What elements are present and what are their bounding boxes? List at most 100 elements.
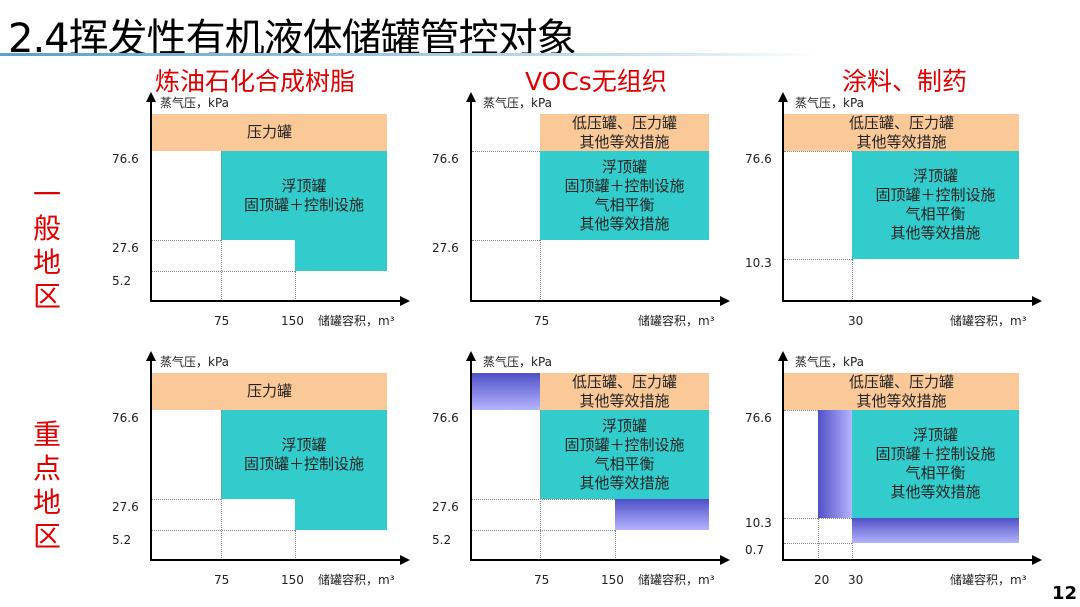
y-tick: 5.2 (112, 274, 132, 288)
y-tick: 76.6 (432, 152, 459, 166)
y-tick: 0.7 (745, 543, 765, 557)
y-tick: 10.3 (745, 516, 772, 530)
x-tick: 75 (534, 573, 550, 587)
guide-line (540, 240, 541, 301)
region-key: 重点地区 (32, 418, 61, 553)
y-axis (782, 359, 784, 561)
zone-extra (472, 373, 540, 410)
guide-line (472, 499, 615, 500)
zone-control: 浮顶罐 固顶罐＋控制设施 气相平衡 其他等效措施 (540, 410, 709, 499)
y-axis-label: 蒸气压，kPa (483, 96, 553, 110)
guide-line (221, 151, 222, 301)
y-axis (150, 359, 152, 561)
x-tick: 20 (814, 573, 830, 587)
x-tick: 150 (601, 573, 624, 587)
title-divider (0, 53, 820, 56)
guide-line (615, 530, 616, 560)
arrow-up-icon (466, 92, 476, 102)
zone-control: 浮顶罐 固顶罐＋控制设施 气相平衡 其他等效措施 (852, 410, 1019, 518)
guide-line (540, 410, 541, 560)
arrow-right-icon (720, 296, 730, 306)
guide-line (295, 530, 296, 560)
category-refining: 炼油石化合成树脂 (155, 67, 356, 96)
y-tick: 5.2 (112, 533, 132, 547)
y-axis-label: 蒸气压，kPa (795, 355, 865, 369)
zone-extra (615, 499, 709, 530)
x-axis-label: 储罐容积，m³ (638, 314, 715, 328)
zone-pressure: 压力罐 (152, 373, 387, 410)
x-tick: 150 (281, 573, 304, 587)
guide-line (818, 518, 819, 560)
zone-low-pressure: 低压罐、压力罐 其他等效措施 (784, 373, 1019, 410)
y-axis (470, 359, 472, 561)
guide-line (295, 271, 296, 301)
zone-extra (818, 410, 852, 518)
x-tick: 75 (214, 573, 230, 587)
x-axis-label: 储罐容积，m³ (950, 573, 1027, 587)
y-axis (150, 100, 152, 302)
arrow-up-icon (778, 92, 788, 102)
y-tick: 76.6 (112, 411, 139, 425)
x-axis (470, 559, 722, 561)
zone-low-pressure: 低压罐、压力罐 其他等效措施 (540, 114, 709, 151)
x-axis-label: 储罐容积，m³ (318, 314, 395, 328)
zone-control: 浮顶罐 固顶罐＋控制设施 气相平衡 其他等效措施 (540, 151, 709, 240)
y-axis-label: 蒸气压，kPa (160, 96, 230, 110)
guide-line (221, 410, 222, 560)
guide-line (852, 259, 853, 301)
zone-low-pressure: 低压罐、压力罐 其他等效措施 (540, 373, 709, 410)
guide-line (472, 530, 615, 531)
category-vocs: VOCs无组织 (525, 67, 667, 96)
y-axis-label: 蒸气压，kPa (160, 355, 230, 369)
arrow-right-icon (1032, 555, 1042, 565)
arrow-right-icon (400, 296, 410, 306)
region-general: 一般地区 (32, 178, 61, 313)
x-axis-label: 储罐容积，m³ (950, 314, 1027, 328)
guide-line (784, 410, 818, 411)
zone-control-lower (295, 499, 387, 530)
arrow-up-icon (466, 351, 476, 361)
y-tick: 27.6 (432, 500, 459, 514)
x-axis (782, 559, 1034, 561)
arrow-up-icon (778, 351, 788, 361)
y-tick: 76.6 (112, 152, 139, 166)
y-axis-label: 蒸气压，kPa (483, 355, 553, 369)
y-tick: 76.6 (745, 152, 772, 166)
y-tick: 27.6 (112, 500, 139, 514)
x-tick: 30 (848, 314, 864, 328)
guide-line (784, 151, 852, 152)
x-axis (150, 300, 402, 302)
y-tick: 76.6 (745, 411, 772, 425)
arrow-right-icon (400, 555, 410, 565)
guide-line (784, 259, 852, 260)
arrow-right-icon (1032, 296, 1042, 306)
zone-low-pressure: 低压罐、压力罐 其他等效措施 (784, 114, 1019, 151)
zone-control (221, 151, 387, 240)
guide-line (152, 530, 295, 531)
arrow-up-icon (146, 351, 156, 361)
page-number: 12 (1052, 583, 1078, 604)
y-axis (470, 100, 472, 302)
guide-line (472, 151, 540, 152)
y-axis (782, 100, 784, 302)
zone-pressure: 压力罐 (152, 114, 387, 151)
y-tick: 27.6 (112, 241, 139, 255)
zone-control-lower (295, 240, 387, 271)
guide-line (852, 543, 853, 560)
guide-line (152, 240, 221, 241)
x-tick: 75 (534, 314, 550, 328)
y-axis-label: 蒸气压，kPa (795, 96, 865, 110)
y-tick: 10.3 (745, 256, 772, 270)
x-axis-label: 储罐容积，m³ (638, 573, 715, 587)
zone-extra (852, 518, 1019, 543)
x-axis (782, 300, 1034, 302)
x-axis-label: 储罐容积，m³ (318, 573, 395, 587)
y-tick: 5.2 (432, 533, 452, 547)
y-tick: 27.6 (432, 241, 459, 255)
category-coating: 涂料、制药 (842, 67, 968, 96)
guide-line (472, 240, 540, 241)
x-tick: 75 (214, 314, 230, 328)
x-axis (470, 300, 722, 302)
x-tick: 30 (848, 573, 864, 587)
arrow-up-icon (146, 92, 156, 102)
